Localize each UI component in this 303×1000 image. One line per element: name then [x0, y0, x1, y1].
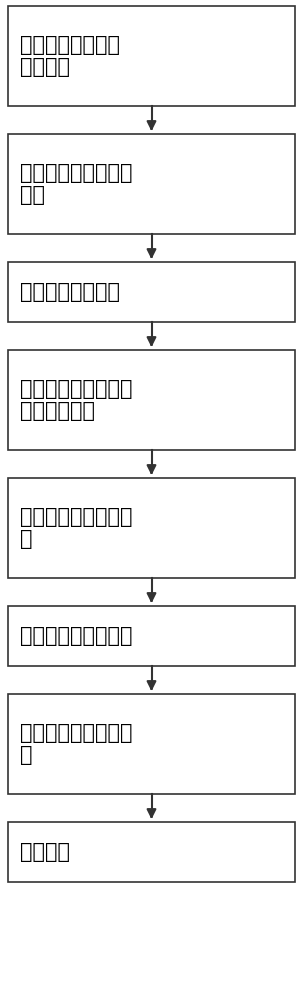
Bar — [8, 606, 295, 666]
Bar — [8, 478, 295, 578]
Text: 计算河漫滩高程、宽: 计算河漫滩高程、宽 — [20, 723, 132, 743]
Text: 量: 量 — [20, 529, 32, 549]
Text: 统计结束: 统计结束 — [20, 842, 70, 862]
Bar — [8, 694, 295, 794]
Text: 统计断面最高点、最: 统计断面最高点、最 — [20, 163, 132, 183]
Text: 统计水力半径的减小: 统计水力半径的减小 — [20, 507, 132, 527]
Bar — [8, 350, 295, 450]
Bar — [8, 134, 295, 234]
Text: 输入河道断面起点: 输入河道断面起点 — [20, 35, 120, 55]
Text: 低点: 低点 — [20, 185, 45, 205]
Bar — [8, 6, 295, 106]
Text: 距、高程: 距、高程 — [20, 57, 70, 77]
Text: 判断是否存在河漫滩: 判断是否存在河漫滩 — [20, 626, 132, 646]
Bar — [8, 822, 295, 882]
Text: 度: 度 — [20, 745, 32, 765]
Text: 确定分级计算水位: 确定分级计算水位 — [20, 282, 120, 302]
Text: 计算每级水位对应的: 计算每级水位对应的 — [20, 379, 132, 399]
Text: 河道水力半径: 河道水力半径 — [20, 401, 95, 421]
Bar — [8, 262, 295, 322]
